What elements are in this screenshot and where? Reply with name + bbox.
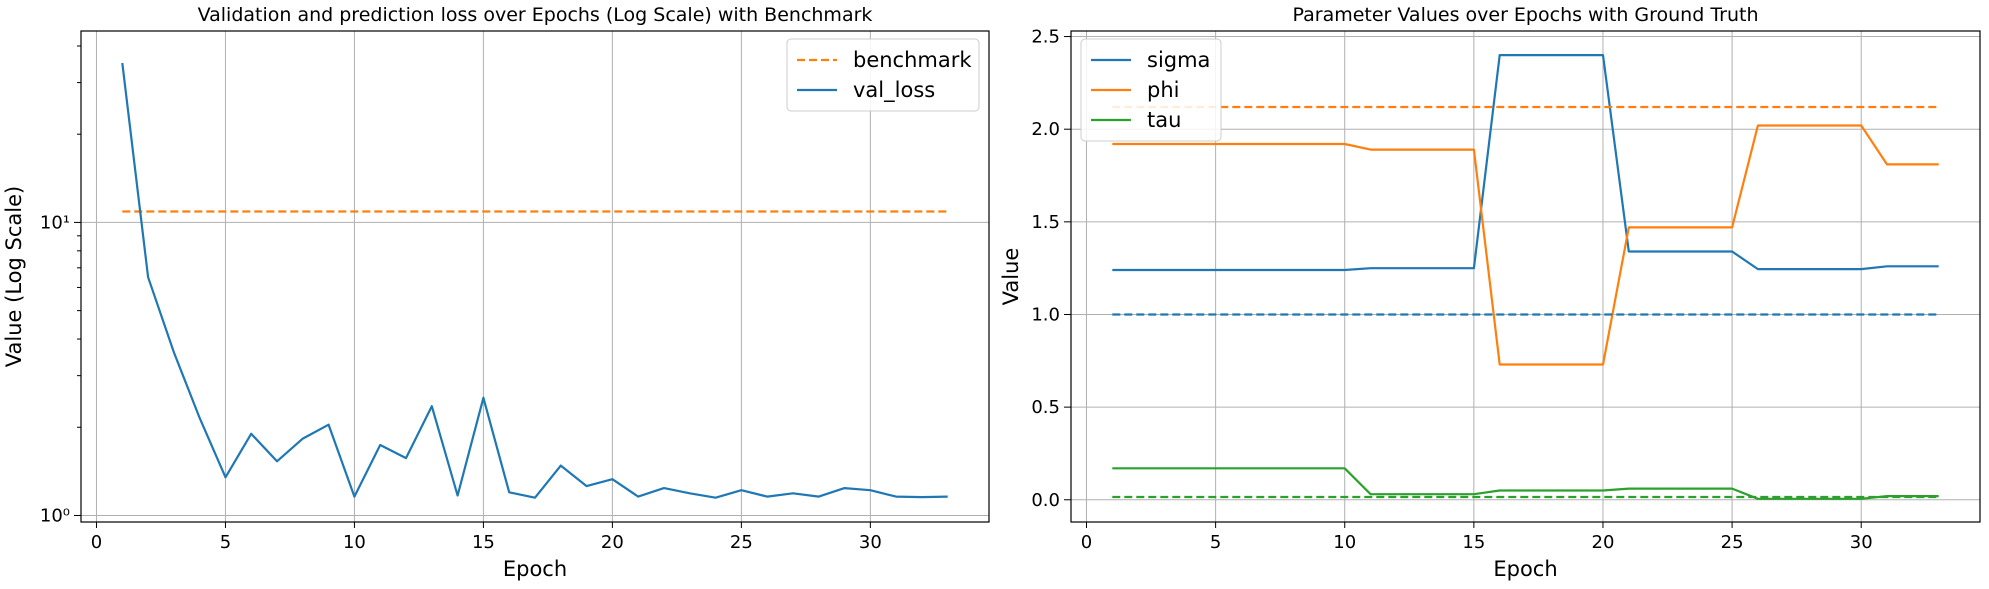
legend-label-sigma: sigma (1147, 48, 1210, 72)
x-axis-label: Epoch (503, 557, 567, 581)
x-tick-label: 5 (220, 532, 231, 553)
series-line-sigma (1112, 53, 1939, 272)
y-tick-label: 0.5 (1031, 397, 1060, 418)
legend-label-phi: phi (1147, 78, 1179, 102)
x-tick-label: 5 (1210, 532, 1221, 553)
legend: sigma phi tau (1080, 38, 1222, 142)
x-tick-label: 30 (859, 532, 882, 553)
legend: benchmark val_loss (786, 38, 980, 112)
y-tick-label: 2.0 (1031, 119, 1060, 140)
y-tick-label: 0.0 (1031, 490, 1060, 511)
legend-box (786, 38, 980, 112)
plot-frame (80, 30, 990, 523)
x-tick-label: 10 (1333, 532, 1356, 553)
y-tick-label: 2.5 (1031, 27, 1060, 48)
y-axis-label: Value (999, 248, 1023, 306)
y-tick-label: 1.5 (1031, 212, 1060, 233)
panel-2: 0 5 10 15 20 25 30 0.0 0.5 1.0 1.5 2.0 2.5 Parameter … (999, 4, 1981, 581)
x-tick-label: 10 (343, 532, 366, 553)
x-axis-label: Epoch (1493, 557, 1557, 581)
legend-box (1080, 38, 1222, 142)
chart-title: Parameter Values over Epochs with Ground… (1293, 4, 1759, 26)
panel-1: 0 5 10 15 20 25 30 10⁰ 10¹ Validation and predict… (2, 4, 990, 581)
x-tick-label: 15 (1462, 532, 1485, 553)
series-line-val_loss (121, 62, 948, 499)
y-tick-label: 10¹ (40, 212, 70, 233)
series-line-tau (1112, 467, 1939, 500)
x-tick-label: 15 (472, 532, 495, 553)
y-tick-label: 1.0 (1031, 304, 1060, 325)
y-axis-label: Value (Log Scale) (2, 186, 26, 367)
series-line-phi (1112, 124, 1939, 366)
legend-label-val_loss: val_loss (853, 78, 935, 103)
chart-title: Validation and prediction loss over Epoc… (198, 4, 873, 26)
legend-label-benchmark: benchmark (853, 48, 972, 72)
plot-frame (1070, 30, 1981, 523)
legend-label-tau: tau (1147, 108, 1181, 132)
x-tick-label: 20 (601, 532, 624, 553)
x-tick-label: 30 (1850, 532, 1873, 553)
y-tick-label: 10⁰ (40, 505, 70, 526)
x-tick-label: 0 (91, 532, 102, 553)
x-tick-label: 0 (1081, 532, 1092, 553)
x-tick-label: 25 (730, 532, 753, 553)
x-tick-label: 20 (1592, 532, 1615, 553)
x-tick-label: 25 (1721, 532, 1744, 553)
